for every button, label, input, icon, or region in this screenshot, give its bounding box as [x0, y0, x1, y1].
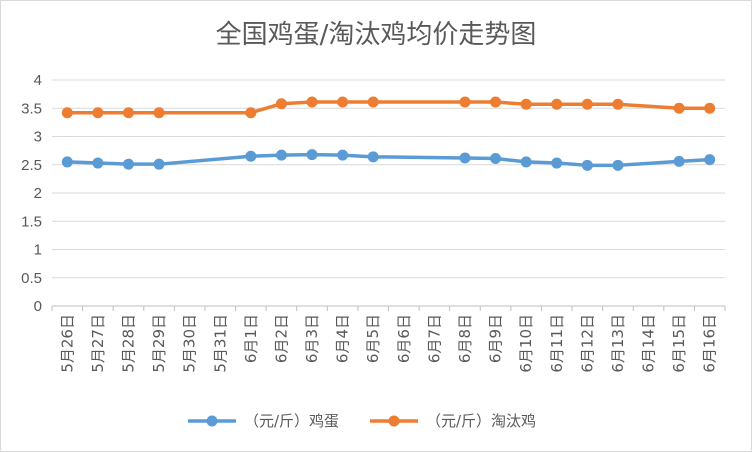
data-point	[92, 107, 104, 119]
x-tick-label: 6月15日	[670, 314, 688, 373]
x-tick-label: 5月29日	[150, 314, 168, 373]
data-point	[245, 150, 257, 162]
data-point	[92, 157, 104, 169]
y-tick-label: 4	[34, 72, 42, 89]
y-tick-label: 2	[34, 185, 42, 202]
x-tick-label: 6月1日	[242, 314, 260, 363]
data-point	[153, 158, 165, 170]
legend-label: （元/斤）鸡蛋	[244, 412, 339, 430]
x-tick-label: 6月16日	[701, 314, 719, 373]
data-point	[459, 96, 471, 108]
data-point	[337, 149, 349, 161]
chart-title: 全国鸡蛋/淘汰鸡均价走势图	[215, 20, 537, 50]
data-point	[61, 156, 73, 168]
x-tick-label: 6月10日	[517, 314, 535, 373]
legend-swatch-marker	[388, 415, 400, 427]
y-tick-label: 0	[34, 298, 42, 315]
data-point	[306, 96, 318, 108]
data-point	[673, 102, 685, 114]
data-point	[61, 107, 73, 119]
y-tick-label: 0.5	[21, 270, 42, 287]
data-point	[337, 96, 349, 108]
x-tick-label: 6月14日	[640, 314, 658, 373]
data-point	[367, 151, 379, 163]
data-point	[612, 98, 624, 110]
x-tick-label: 5月26日	[58, 314, 76, 373]
data-point	[551, 98, 563, 110]
data-point	[122, 107, 134, 119]
data-point	[704, 154, 716, 166]
x-tick-label: 6月12日	[578, 314, 596, 373]
x-tick-label: 6月5日	[364, 314, 382, 363]
x-tick-label: 5月27日	[89, 314, 107, 373]
x-tick-label: 6月8日	[456, 314, 474, 363]
x-tick-label: 6月11日	[548, 314, 566, 373]
x-tick-label: 6月7日	[425, 314, 443, 363]
data-point	[245, 107, 257, 119]
data-point	[520, 98, 532, 110]
data-point	[520, 156, 532, 168]
x-tick-label: 5月31日	[211, 314, 229, 373]
y-tick-label: 2.5	[21, 157, 42, 174]
data-point	[490, 96, 502, 108]
x-tick-label: 6月3日	[303, 314, 321, 363]
y-tick-label: 3	[34, 129, 42, 146]
data-point	[581, 159, 593, 171]
data-point	[367, 96, 379, 108]
data-point	[551, 157, 563, 169]
x-tick-label: 6月2日	[272, 314, 290, 363]
data-point	[153, 107, 165, 119]
x-tick-label: 5月30日	[181, 314, 199, 373]
data-point	[275, 149, 287, 161]
y-tick-label: 1	[34, 242, 42, 259]
x-tick-label: 6月4日	[334, 314, 352, 363]
data-point	[490, 153, 502, 165]
x-tick-label: 5月28日	[119, 314, 137, 373]
y-tick-label: 3.5	[21, 100, 42, 117]
x-tick-label: 6月6日	[395, 314, 413, 363]
legend-swatch-marker	[206, 415, 218, 427]
x-tick-label: 6月13日	[609, 314, 627, 373]
data-point	[122, 158, 134, 170]
x-tick-label: 6月9日	[487, 314, 505, 363]
legend-label: （元/斤）淘汰鸡	[426, 412, 536, 430]
data-point	[275, 98, 287, 110]
data-point	[673, 155, 685, 167]
data-point	[612, 159, 624, 171]
y-tick-label: 1.5	[21, 213, 42, 230]
data-point	[306, 149, 318, 161]
data-point	[704, 102, 716, 114]
data-point	[459, 152, 471, 164]
data-point	[581, 98, 593, 110]
